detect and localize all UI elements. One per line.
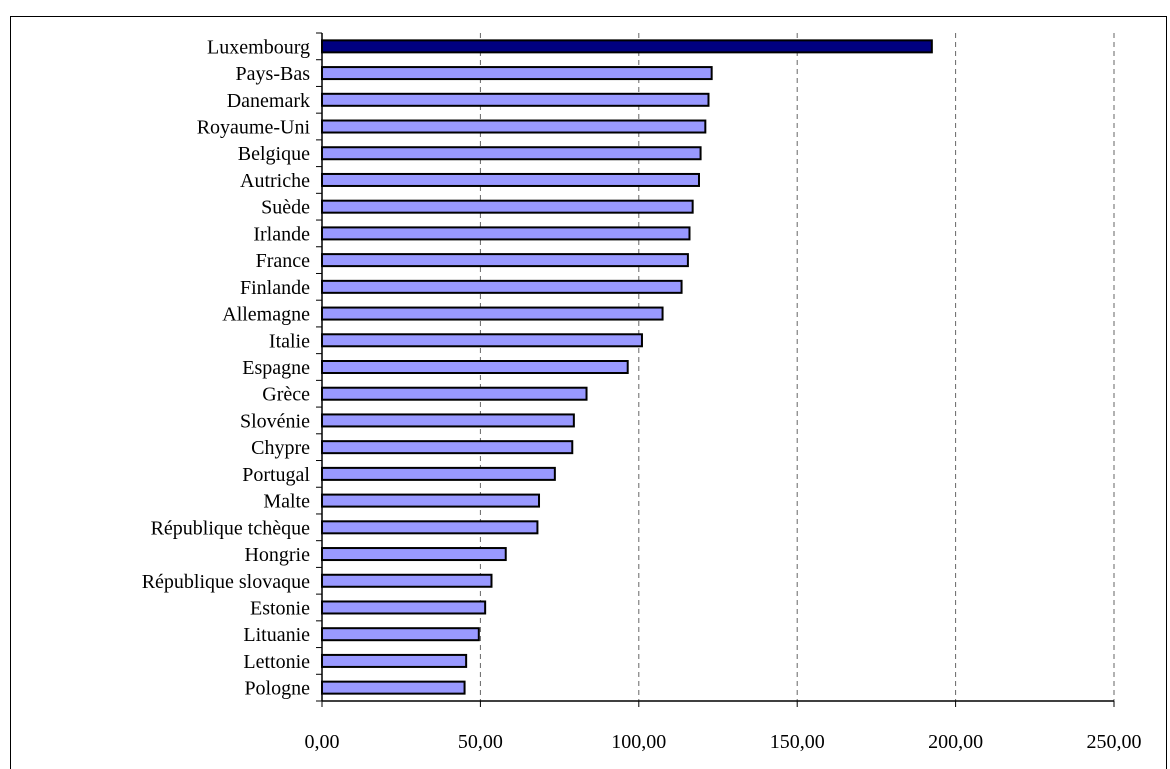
bar-8: [321, 253, 689, 268]
category-label-8: France: [256, 250, 311, 272]
bar-13: [321, 386, 588, 401]
category-label-15: Chypre: [251, 437, 310, 459]
category-label-6: Suède: [261, 197, 310, 219]
bar-2: [321, 92, 710, 107]
category-label-9: Finlande: [240, 277, 310, 299]
x-tick-label-1: 50,00: [458, 731, 503, 753]
bar-4: [321, 146, 702, 161]
bar-5: [321, 172, 700, 187]
category-label-11: Italie: [269, 330, 310, 352]
bar-20: [321, 573, 493, 588]
bar-3: [321, 119, 707, 134]
category-label-22: Lituanie: [243, 624, 310, 646]
category-label-0: Luxembourg: [207, 36, 310, 58]
bar-7: [321, 226, 691, 241]
bar-24: [321, 680, 466, 695]
bar-10: [321, 306, 664, 321]
category-label-12: Espagne: [242, 357, 310, 379]
x-tick-label-4: 200,00: [928, 731, 983, 753]
category-label-2: Danemark: [227, 90, 310, 112]
category-label-7: Irlande: [253, 223, 310, 245]
category-label-13: Grèce: [262, 384, 310, 406]
x-tick-label-5: 250,00: [1087, 731, 1142, 753]
category-label-5: Autriche: [240, 170, 310, 192]
bar-16: [321, 466, 556, 481]
category-label-3: Royaume-Uni: [197, 117, 311, 139]
bar-9: [321, 279, 683, 294]
bar-21: [321, 600, 487, 615]
category-label-21: Estonie: [250, 597, 310, 619]
category-label-10: Allemagne: [222, 304, 310, 326]
category-label-1: Pays-Bas: [236, 63, 311, 85]
bar-12: [321, 360, 629, 374]
category-label-4: Belgique: [238, 143, 310, 165]
category-label-17: Malte: [263, 491, 310, 513]
bar-18: [321, 520, 539, 535]
bar-23: [321, 653, 468, 668]
bar-22: [321, 627, 480, 642]
category-label-16: Portugal: [242, 464, 310, 486]
bar-14: [321, 413, 575, 428]
category-label-24: Pologne: [244, 678, 310, 700]
bar-0: [321, 39, 933, 54]
category-label-20: République slovaque: [142, 571, 310, 593]
category-label-19: Hongrie: [244, 544, 310, 566]
bar-6: [321, 199, 694, 214]
bar-19: [321, 547, 507, 562]
category-label-14: Slovénie: [240, 410, 310, 432]
x-tick-label-3: 150,00: [770, 731, 825, 753]
category-label-18: République tchèque: [151, 517, 311, 539]
bar-1: [321, 66, 713, 81]
bar-11: [321, 333, 643, 348]
bar-15: [321, 440, 574, 455]
category-label-23: Lettonie: [243, 651, 310, 673]
x-tick-label-2: 100,00: [611, 731, 666, 753]
chart-frame: [10, 16, 1167, 769]
x-tick-label-0: 0,00: [305, 731, 340, 753]
bar-17: [321, 493, 541, 508]
